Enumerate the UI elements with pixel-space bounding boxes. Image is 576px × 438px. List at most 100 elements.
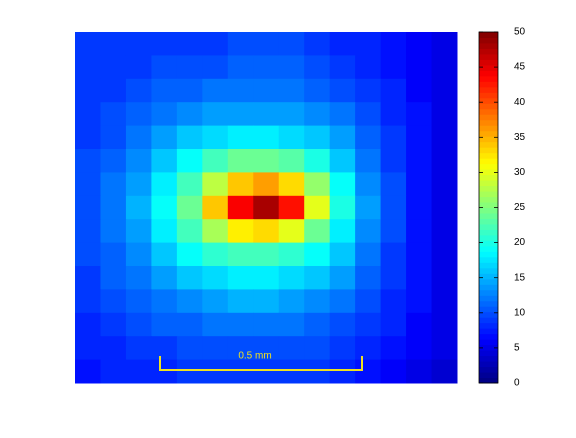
heatmap-cell [355,172,382,197]
heatmap-cell [329,32,356,56]
heatmap-cell [75,359,101,384]
heatmap-cell [75,102,101,127]
heatmap-cell [75,55,101,80]
heatmap-cell [329,55,356,80]
heatmap-cell [304,149,331,173]
heatmap-cell [75,195,101,220]
colorbar-step [479,42,498,49]
heatmap-cell [125,359,152,384]
heatmap-cell [406,359,433,384]
heatmap-cell [125,336,152,361]
heatmap-cell [355,289,382,314]
heatmap-cell [380,195,407,220]
heatmap-cell [176,125,203,150]
heatmap-cell [278,219,305,244]
scale-bar-label: 0.5 mm [238,351,271,362]
colorbar-step [479,245,498,252]
colorbar-step [479,158,498,165]
heatmap-cell [329,102,356,127]
colorbar-step [479,163,498,170]
scale-bar: 0.5 mm [159,351,363,371]
heatmap-cell [202,125,229,150]
heatmap-cell [278,336,305,361]
heatmap-cell [176,55,203,80]
heatmap-cell [406,195,433,220]
heatmap-cell [380,32,407,56]
heatmap-cell [304,125,331,150]
heatmap-cell [380,125,407,150]
colorbar-step [479,311,498,318]
heatmap-cell [355,266,382,290]
heatmap-cell [304,289,331,314]
heatmap-cell [304,266,331,290]
heatmap-cell [125,289,152,314]
heatmap-cell [227,219,254,244]
heatmap-cell [431,266,458,290]
heatmap-cell [431,242,458,267]
heatmap-cell [227,359,254,384]
colorbar-step [479,196,498,203]
colorbar-step [479,344,498,351]
colorbar-step [479,97,498,104]
heatmap-cell [151,78,178,103]
heatmap-cell [202,78,229,103]
heatmap-cell [176,359,203,384]
colorbar-step [479,300,498,307]
heatmap-cell [202,242,229,267]
heatmap-cell [151,172,178,197]
heatmap-cell [329,219,356,244]
heatmap-cell [380,312,407,337]
heatmap-cell [176,266,203,290]
heatmap-cell [253,289,280,314]
heatmap-cell [151,266,178,290]
colorbar-step [479,223,498,230]
heatmap-cell [253,55,280,80]
colorbar-step [479,256,498,263]
heatmap-cell [431,55,458,80]
heatmap-cell [227,32,254,56]
colorbar-step [479,218,498,225]
heatmap-cell [406,149,433,173]
heatmap-cell [151,359,178,384]
heatmap-cell [329,289,356,314]
heatmap-cell [355,359,382,384]
heatmap-cell [100,149,127,173]
heatmap-cell [355,32,382,56]
colorbar-step [479,103,498,110]
colorbar-step [479,240,498,247]
heatmap-cell [100,125,127,150]
heatmap-cell [100,359,127,384]
heatmap-cell [202,266,229,290]
heatmap-cell [125,78,152,103]
heatmap-cell [227,312,254,337]
heatmap-cell [75,219,101,244]
heatmap-cell [304,219,331,244]
heatmap-cell [329,195,356,220]
heatmap-cell [100,312,127,337]
heatmap-cell [304,195,331,220]
heatmap-cell [125,32,152,56]
heatmap-cell [380,149,407,173]
heatmap-cell [278,266,305,290]
heatmap-cell [355,149,382,173]
heatmap-cell [431,125,458,150]
heatmap-cell [278,149,305,173]
colorbar-step [479,333,498,340]
scale-bar-line [159,356,363,371]
heatmap-cell [125,102,152,127]
colorbar-step [479,70,498,77]
heatmap-cell [355,242,382,267]
heatmap-cell [100,336,127,361]
heatmap-cell [202,289,229,314]
heatmap-cell [380,78,407,103]
heatmap-cell [227,289,254,314]
heatmap-cell [125,242,152,267]
heatmap-cell [304,32,331,56]
heatmap-cell [176,219,203,244]
heatmap-cell [278,78,305,103]
heatmap-cell [406,32,433,56]
heatmap-cell [278,359,305,384]
heatmap-cell [75,289,101,314]
colorbar-step [479,37,498,44]
colorbar-step [479,202,498,208]
